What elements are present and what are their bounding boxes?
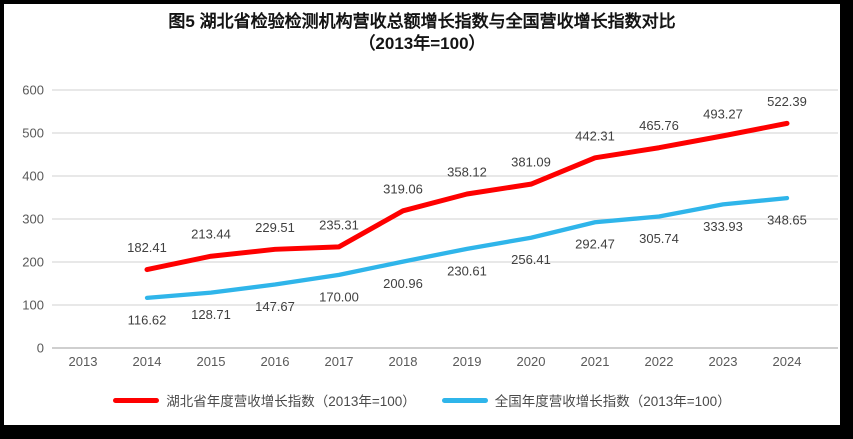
data-label: 147.67: [255, 299, 295, 314]
data-label: 213.44: [191, 227, 231, 242]
data-label: 235.31: [319, 217, 359, 232]
x-tick-label: 2018: [389, 354, 418, 369]
data-label: 465.76: [639, 118, 679, 133]
x-tick-label: 2023: [709, 354, 738, 369]
data-label: 170.00: [319, 289, 359, 304]
data-label: 319.06: [383, 181, 423, 196]
data-label: 229.51: [255, 220, 295, 235]
legend-label-hubei: 湖北省年度营收增长指数（2013年=100）: [166, 394, 416, 409]
legend-label-national: 全国年度营收增长指数（2013年=100）: [494, 394, 731, 409]
x-tick-label: 2015: [197, 354, 226, 369]
x-tick-label: 2020: [517, 354, 546, 369]
data-label: 493.27: [703, 106, 743, 121]
x-tick-label: 2017: [325, 354, 354, 369]
y-tick-label: 100: [22, 298, 44, 313]
x-tick-label: 2024: [773, 354, 802, 369]
data-label: 256.41: [511, 252, 551, 267]
x-tick-label: 2022: [645, 354, 674, 369]
data-label: 128.71: [191, 307, 231, 322]
data-label: 348.65: [767, 213, 807, 228]
data-label: 522.39: [767, 94, 807, 109]
chart-canvas: 0 100 200 300 400 500 600 2013 2014 2015 2016 2017 2…: [22, 83, 838, 369]
x-tick-label: 2013: [69, 354, 98, 369]
y-tick-label: 500: [22, 126, 44, 141]
chart-title-line2: （2013年=100）: [358, 34, 486, 53]
data-label: 230.61: [447, 263, 487, 278]
legend-item-national: 全国年度营收增长指数（2013年=100）: [441, 390, 731, 410]
data-label: 200.96: [383, 276, 423, 291]
x-tick-label: 2016: [261, 354, 290, 369]
chart-title-line1: 图5 湖北省检验检测机构营收总额增长指数与全国营收增长指数对比: [168, 12, 676, 31]
hubei-series-line: [144, 120, 790, 273]
data-label: 381.09: [511, 155, 551, 170]
y-tick-label: 400: [22, 169, 44, 184]
chart-title: 图5 湖北省检验检测机构营收总额增长指数与全国营收增长指数对比 （2013年=1…: [4, 11, 840, 55]
national-series-line: [144, 195, 790, 301]
y-tick-label: 600: [22, 83, 44, 98]
x-tick-label: 2014: [133, 354, 162, 369]
data-label: 358.12: [447, 165, 487, 180]
national-line-swatch: [441, 397, 488, 403]
y-tick-label: 200: [22, 255, 44, 270]
data-label: 333.93: [703, 219, 743, 234]
data-label: 305.74: [639, 231, 679, 246]
x-tick-label: 2019: [453, 354, 482, 369]
chart-legend: 湖北省年度营收增长指数（2013年=100） 全国年度营收增长指数（2013年=…: [4, 390, 840, 410]
legend-item-hubei: 湖北省年度营收增长指数（2013年=100）: [113, 390, 416, 410]
data-label: 442.31: [575, 128, 615, 143]
x-tick-label: 2021: [581, 354, 610, 369]
data-label: 182.41: [127, 240, 167, 255]
y-tick-label: 300: [22, 212, 44, 227]
data-label: 292.47: [575, 237, 615, 252]
hubei-line-swatch: [113, 397, 160, 403]
y-tick-label: 0: [37, 341, 44, 356]
data-label: 116.62: [128, 312, 167, 327]
